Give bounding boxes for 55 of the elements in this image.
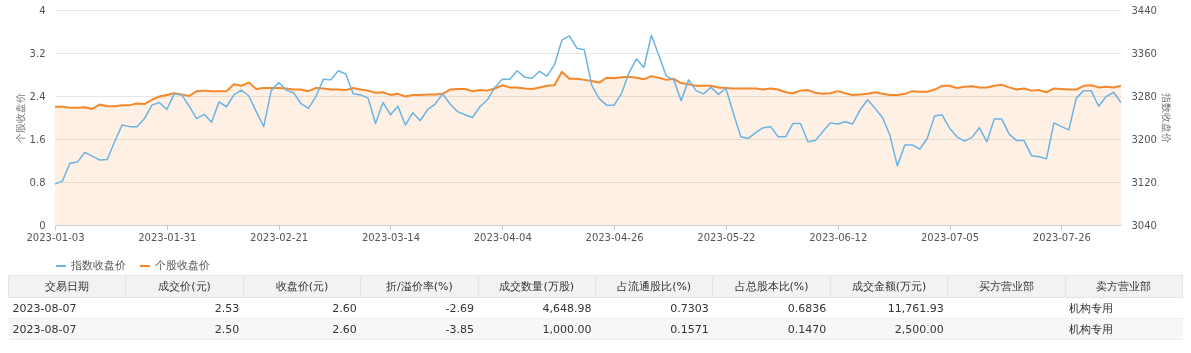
- y-tick-label: 1.6: [29, 133, 46, 145]
- category-label: 收盘价(元): [243, 275, 361, 298]
- x-tick-label: 2023-01-31: [138, 231, 197, 243]
- x-tick-label: 2023-02-21: [250, 231, 309, 243]
- x-tick-label: 2023-04-26: [585, 231, 644, 243]
- category-label: 成交价(元): [125, 275, 244, 298]
- text: 0.6836: [712, 297, 831, 319]
- x-tick-label: 2023-04-04: [473, 231, 532, 243]
- text: -3.85: [360, 318, 479, 340]
- text: 2.50: [125, 318, 244, 340]
- y-tick-label: 2.4: [29, 90, 46, 102]
- category-label: 折/溢价率(%): [360, 275, 479, 298]
- text: 0.7303: [595, 297, 713, 319]
- y-tick-label: 3.2: [29, 47, 46, 59]
- legend-label: 指数收盘价: [70, 259, 126, 272]
- x-tick-label: 2023-07-05: [920, 231, 980, 243]
- text: 0.1470: [712, 318, 831, 340]
- legend-label: 个股收盘价: [155, 259, 210, 272]
- y-axis-title: 个股收盘价: [14, 93, 26, 143]
- category-label: 交易日期: [8, 275, 126, 298]
- text: 2023-08-07: [8, 297, 126, 319]
- text: 1,000.00: [478, 318, 596, 340]
- y2-tick-label: 3120: [1131, 176, 1157, 188]
- y2-tick-label: 3440: [1131, 4, 1157, 16]
- y-tick-label: 0: [39, 219, 46, 231]
- text: -2.69: [360, 297, 479, 319]
- category-label: 买方营业部: [947, 275, 1066, 298]
- text: 0.1571: [595, 318, 713, 340]
- y2-tick-label: 3040: [1131, 219, 1157, 231]
- text: 机构专用: [1065, 318, 1183, 340]
- text: 2,500.00: [830, 318, 948, 340]
- text: 2.53: [125, 297, 244, 319]
- y-tick-label: 4: [39, 4, 46, 16]
- x-tick-label: 2023-03-14: [361, 231, 421, 243]
- x-tick-label: 2023-01-03: [26, 231, 85, 243]
- x-tick-label: 2023-06-12: [809, 231, 868, 243]
- category-label: 占流通股比(%): [595, 275, 713, 298]
- text: 2.60: [243, 297, 361, 319]
- line-series: [54, 34, 1122, 185]
- text: 4,648.98: [478, 297, 596, 319]
- category-label: 卖方营业部: [1065, 275, 1183, 298]
- x-tick-label: 2023-07-26: [1032, 231, 1091, 243]
- y2-tick-label: 3360: [1131, 47, 1157, 59]
- y2-tick-label: 3200: [1131, 133, 1157, 145]
- y2-axis-title: 指数收盘价: [1160, 92, 1172, 143]
- category-label: 成交金额(万元): [830, 275, 948, 298]
- category-label: 占总股本比(%): [712, 275, 831, 298]
- text: 11,761.93: [830, 297, 948, 319]
- text: 机构专用: [1065, 297, 1183, 319]
- text: 2023-08-07: [8, 318, 126, 340]
- x-tick-label: 2023-05-22: [697, 231, 756, 243]
- y-tick-label: 0.8: [29, 176, 46, 188]
- category-label: 成交数量(万股): [478, 275, 596, 298]
- y2-tick-label: 3280: [1131, 90, 1157, 102]
- text: 2.60: [243, 318, 361, 340]
